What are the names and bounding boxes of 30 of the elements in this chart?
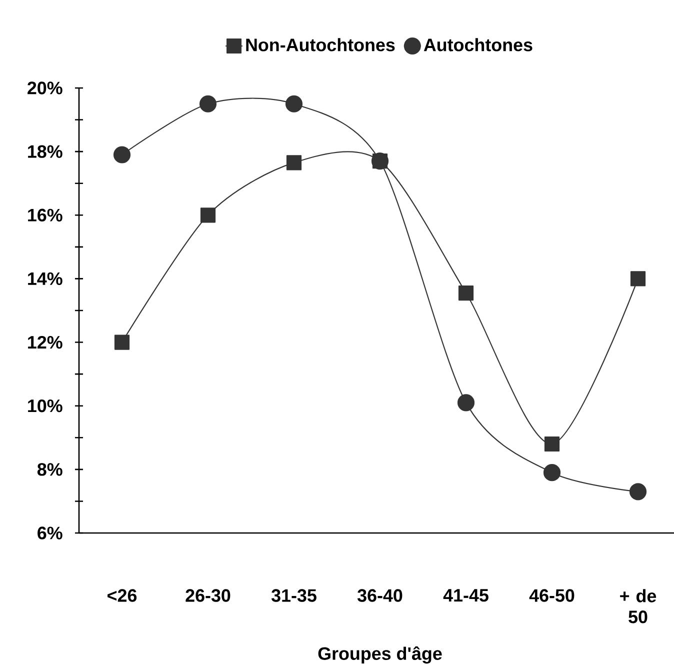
point xyxy=(458,285,474,301)
point xyxy=(544,436,560,452)
legend-label: Autochtones xyxy=(424,38,532,52)
point xyxy=(286,155,302,170)
y-tick-label: 12% xyxy=(28,336,62,349)
point xyxy=(113,146,131,164)
x-tick-label: 31-35 xyxy=(271,589,316,602)
x-tick-label: 36-40 xyxy=(357,589,402,602)
point xyxy=(200,208,216,223)
x-tick-label: 46-50 xyxy=(529,589,574,602)
point xyxy=(457,394,475,412)
point xyxy=(543,464,561,482)
x-tick-label: 26-30 xyxy=(186,589,230,602)
x-tick-label: <26 xyxy=(108,589,137,602)
point xyxy=(630,271,646,286)
point xyxy=(285,95,303,112)
x-tick-label: 41-45 xyxy=(443,589,488,602)
x-axis-title: Groupes d'âge xyxy=(318,646,442,664)
point xyxy=(629,483,647,500)
y-tick-label: 6% xyxy=(38,526,62,540)
legend-label: Non-Autochtones xyxy=(246,38,395,52)
x-tick-label: + de 50 xyxy=(620,589,656,624)
y-tick-label: 20% xyxy=(28,82,62,94)
y-tick-label: 18% xyxy=(28,145,62,158)
y-tick-label: 10% xyxy=(28,400,62,412)
y-tick-label: 14% xyxy=(28,272,62,286)
point xyxy=(114,334,130,350)
y-tick-label: 16% xyxy=(28,208,62,222)
y-tick-label: 8% xyxy=(37,463,62,476)
point xyxy=(199,95,217,112)
